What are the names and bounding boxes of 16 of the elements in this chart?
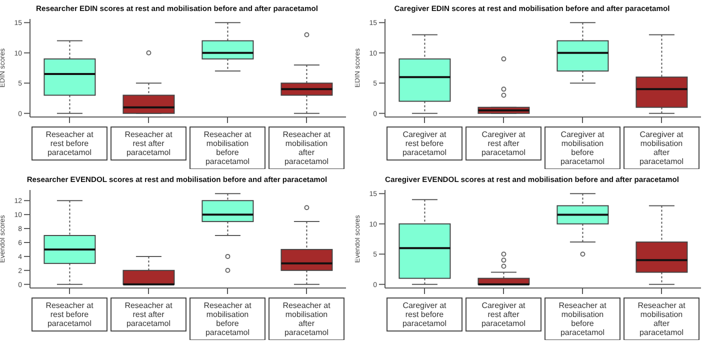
x-tick-label: Reseacher at mobilisation after paracetamol bbox=[282, 130, 332, 166]
x-tick-label: Reseacher at mobilisation after paracetamol bbox=[638, 301, 686, 337]
x-tick-label: Caregiver at rest after paracetamol bbox=[481, 301, 526, 328]
x-tick-label: Reseacher at rest after paracetamol bbox=[124, 130, 174, 157]
x-tick-label: Reseacher at mobilisation after paracetamol bbox=[282, 301, 332, 337]
x-tick-label: Caregiver at rest after paracetamol bbox=[481, 130, 526, 157]
x-tick-label: Reseacher at rest before paracetamol bbox=[46, 130, 94, 157]
x-tick-label: Reseacher at rest after paracetamol bbox=[124, 301, 174, 328]
x-tick-label: Caregiver at rest before paracetamol bbox=[402, 130, 448, 157]
x-tick-label: Reseacher at mobilisation before paracetamol bbox=[204, 130, 252, 166]
x-tick-label: Caregiver at mobilisation before paracetamol bbox=[560, 130, 606, 166]
x-tick-label: Reseacher at mobilisation before paracetamol bbox=[204, 301, 252, 337]
x-tick-label: Caregiver at rest before paracetamol bbox=[402, 301, 448, 328]
x-tick-label: Caregiver at mobilisation after paracetamol bbox=[639, 130, 684, 166]
x-tick-label: Reseacher at mobilisation before paracetamol bbox=[558, 301, 608, 337]
x-tick-label: Reseacher at rest before paracetamol bbox=[46, 301, 94, 328]
